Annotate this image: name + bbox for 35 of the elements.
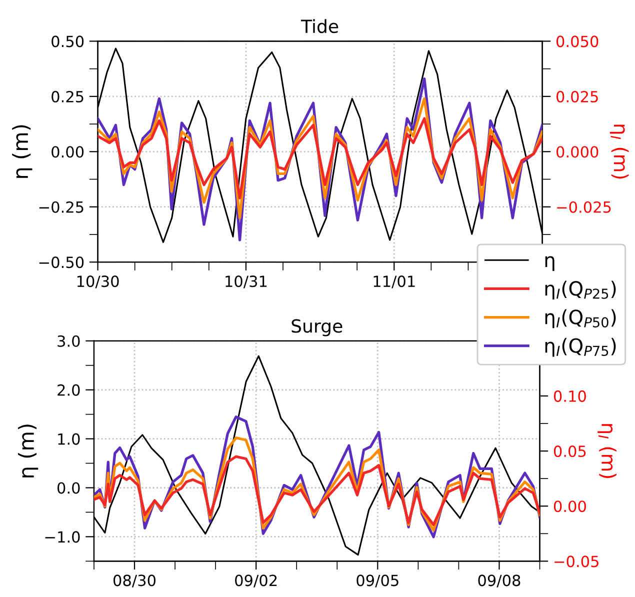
x-tick-label: 09/02 (235, 574, 277, 588)
x-tick-label: 11/01 (374, 276, 415, 288)
y-tick-label: −1.0 (45, 531, 80, 543)
y2-tick-label: −0.025 (557, 201, 611, 213)
y2-tick-label: 0.025 (556, 90, 598, 102)
y-tick-label: 2.0 (58, 384, 80, 396)
y2-axis-title: η$_{I}$ (m) (598, 424, 616, 478)
y-axis-title: η (m) (18, 424, 38, 478)
y-tick-label: 1.0 (58, 433, 80, 445)
chart-title: Tide (300, 19, 338, 34)
legend-label: η$_{I}$(Q$_{P75}$) (545, 338, 616, 357)
y-tick-label: 0.0 (57, 482, 80, 494)
y2-axis-title: η$_{I}$ (m) (610, 124, 629, 179)
y2-tick-label: 0.000 (556, 146, 598, 158)
chart-title: Surge (292, 319, 342, 336)
y2-tick-label: 0.10 (554, 390, 586, 402)
y-tick-label: −0.25 (39, 201, 84, 213)
x-tick-label: 08/30 (114, 574, 156, 588)
y2-tick-label: 0.00 (554, 500, 586, 512)
x-tick-label: 10/31 (226, 276, 267, 288)
x-tick-label: 09/08 (478, 574, 520, 588)
y-tick-label: −0.50 (39, 256, 84, 268)
y-tick-label: 3.0 (58, 335, 80, 347)
y-tick-label: 0.00 (52, 146, 84, 158)
y-axis-title: η (m) (12, 125, 32, 178)
y-tick-label: 0.25 (52, 90, 84, 102)
y-tick-label: 0.50 (52, 36, 84, 48)
y2-tick-label: 0.05 (554, 446, 586, 458)
x-tick-label: 10/30 (77, 276, 119, 288)
y2-tick-label: 0.050 (556, 36, 598, 48)
legend-label: η (545, 256, 554, 272)
x-tick-label: 09/05 (356, 574, 398, 588)
legend-label: η$_{I}$(Q$_{P50}$) (545, 309, 616, 328)
legend-label: η$_{I}$(Q$_{P25}$) (545, 280, 616, 300)
y2-tick-label: −0.05 (554, 556, 598, 568)
